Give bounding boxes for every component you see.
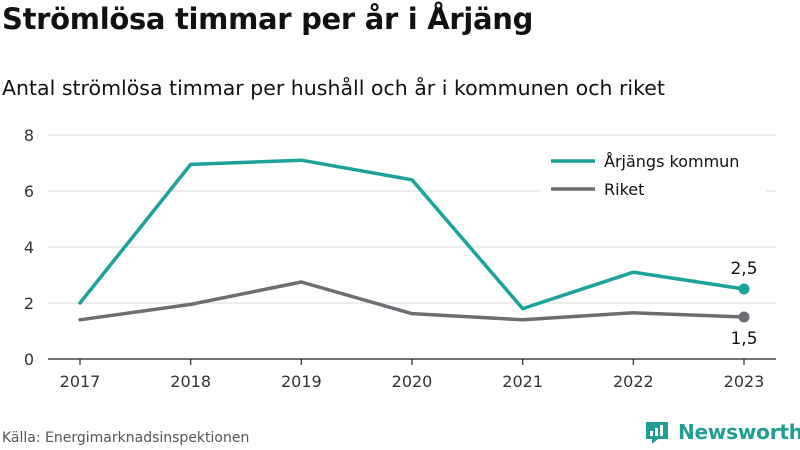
legend-label-1: Riket [604, 180, 644, 199]
series-line-0 [78, 158, 746, 311]
x-tick-label: 2020 [392, 372, 433, 391]
series-end-label-1: 1,5 [730, 329, 757, 349]
x-tick-label: 2017 [60, 372, 101, 391]
x-tick-label: 2021 [502, 372, 543, 391]
series-end-point-0 [738, 283, 750, 295]
y-axis: 0 2 4 6 8 [24, 126, 34, 369]
y-tick-label: 2 [24, 294, 34, 313]
x-tick-label: 2019 [281, 372, 322, 391]
newsworthy-logo-icon [646, 422, 668, 444]
legend: Årjängs kommun Riket [540, 145, 766, 203]
x-axis: 2017 2018 2019 2020 2021 2022 2023 [48, 358, 776, 391]
legend-label-0: Årjängs kommun [604, 152, 739, 171]
series-end-label-0: 2,5 [730, 259, 757, 279]
source-note: Källa: Energimarknadsinspektionen [2, 430, 250, 446]
y-tick-label: 8 [24, 126, 34, 145]
y-tick-label: 4 [24, 238, 34, 257]
chart-subtitle: Antal strömlösa timmar per hushåll och å… [2, 76, 665, 100]
x-tick-label: 2022 [613, 372, 654, 391]
chart-title: Strömlösa timmar per år i Årjäng [2, 2, 534, 36]
newsworthy-logo: Newsworthy [644, 419, 800, 445]
x-tick-label: 2023 [724, 372, 765, 391]
y-tick-label: 6 [24, 182, 34, 201]
series-line-1 [78, 280, 746, 322]
series-end-point-1 [738, 311, 750, 323]
series-lines: 2,5 1,5 [78, 158, 758, 349]
y-tick-label: 0 [24, 350, 34, 369]
logo-text: Newsworthy [678, 420, 800, 444]
x-tick-label: 2018 [170, 372, 211, 391]
legend-background [540, 145, 766, 203]
